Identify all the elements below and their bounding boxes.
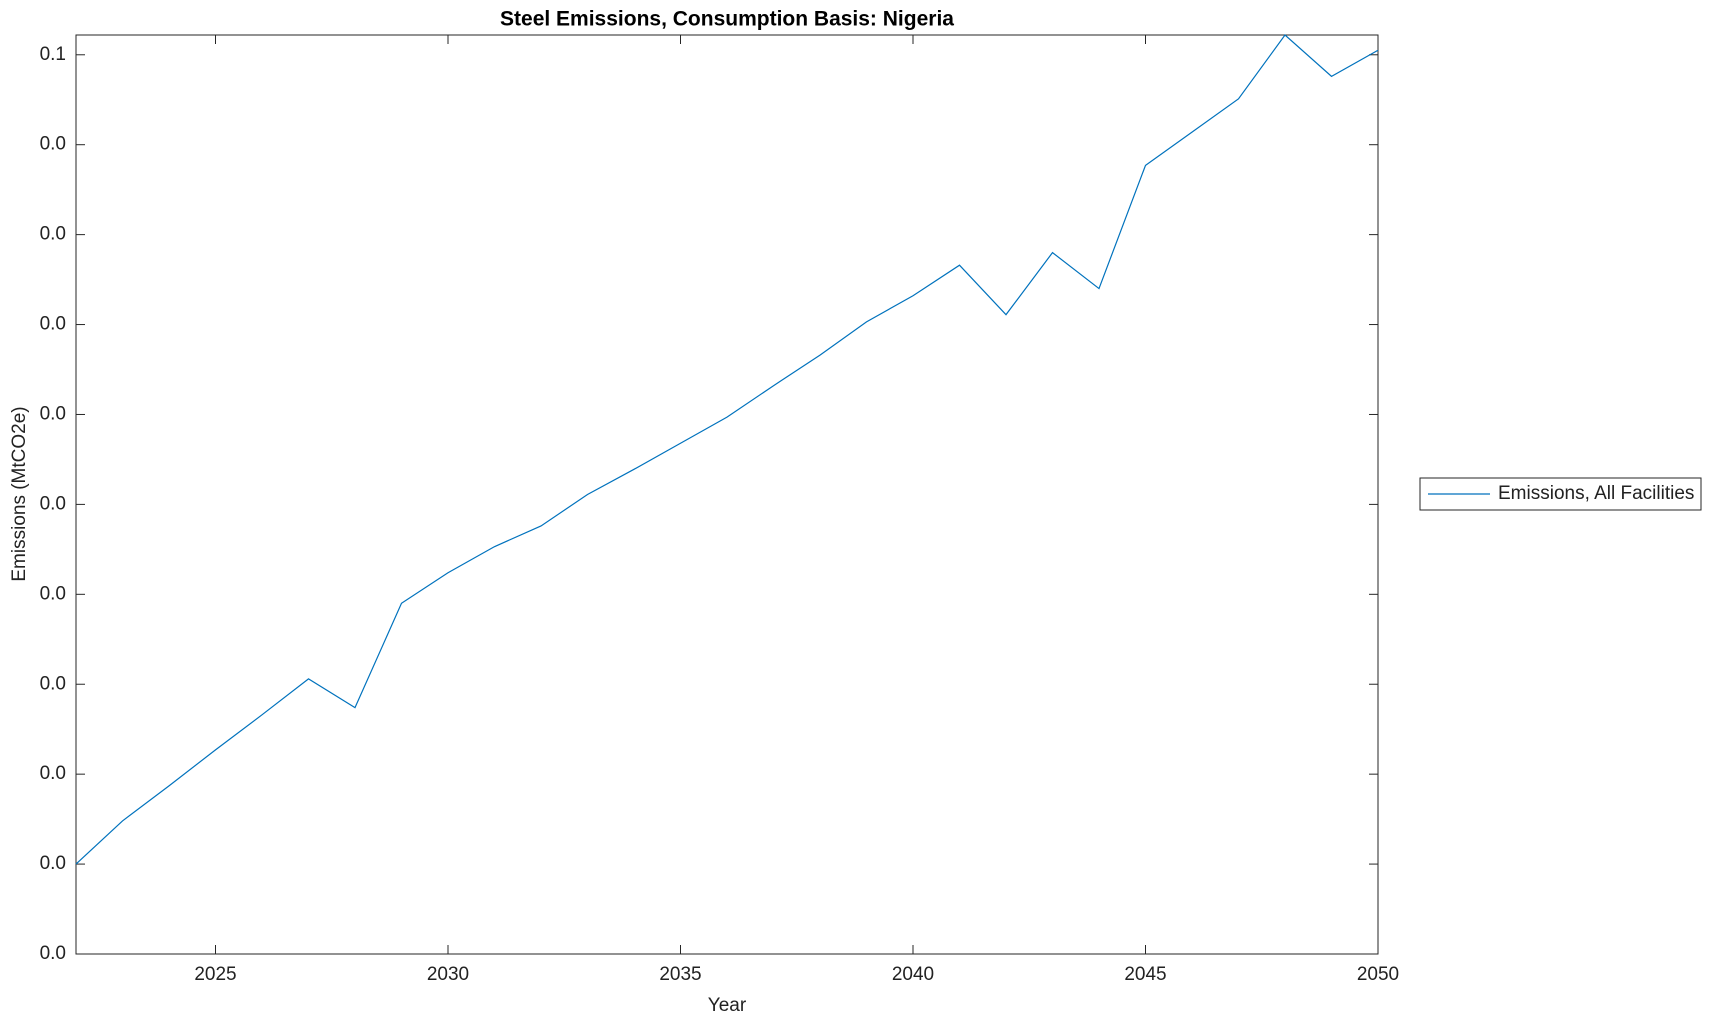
y-axis-label: Emissions (MtCO2e): [9, 406, 30, 581]
y-tick-label: 0.0: [40, 673, 66, 694]
y-tick-label: 0.0: [40, 853, 66, 874]
legend-label: Emissions, All Facilities: [1498, 483, 1694, 504]
x-tick-label: 2035: [659, 964, 701, 985]
y-tick-label: 0.0: [40, 134, 66, 155]
x-tick-label: 2025: [194, 964, 236, 985]
y-tick-label: 0.0: [40, 493, 66, 514]
y-tick-label: 0.1: [40, 44, 66, 65]
y-tick-label: 0.0: [40, 583, 66, 604]
y-tick-label: 0.0: [40, 943, 66, 964]
x-axis-label: Year: [708, 995, 747, 1016]
x-tick-label: 2045: [1124, 964, 1166, 985]
x-tick-label: 2030: [427, 964, 469, 985]
y-tick-label: 0.0: [40, 763, 66, 784]
x-tick-label: 2050: [1357, 964, 1399, 985]
y-tick-label: 0.0: [40, 403, 66, 424]
plot-frame: [75, 34, 1379, 955]
y-tick-label: 0.0: [40, 314, 66, 335]
chart-title: Steel Emissions, Consumption Basis: Nige…: [500, 8, 954, 31]
y-tick-label: 0.0: [40, 224, 66, 245]
data-line: [75, 34, 1379, 865]
x-tick-label: 2040: [892, 964, 934, 985]
